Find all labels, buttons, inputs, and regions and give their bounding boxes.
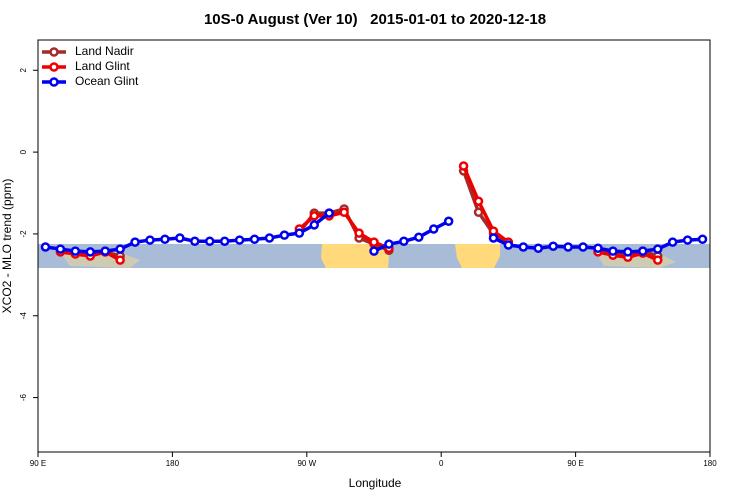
y-axis-label: XCO2 - MLO trend (ppm) <box>0 179 14 314</box>
point <box>294 228 305 238</box>
point <box>190 236 200 247</box>
point <box>697 234 708 244</box>
land-patch <box>455 244 500 268</box>
point <box>652 244 663 254</box>
x-tick-label: 90 W <box>297 459 316 468</box>
point <box>458 161 469 171</box>
legend-marker <box>49 77 59 87</box>
point <box>85 247 96 257</box>
point <box>563 242 573 252</box>
legend-marker <box>49 62 59 72</box>
point <box>682 235 693 245</box>
y-tick-label: -4 <box>19 312 28 320</box>
point <box>145 235 155 245</box>
point <box>503 240 514 250</box>
y-tick-label: 0 <box>19 149 28 154</box>
point <box>623 247 633 257</box>
point <box>204 236 215 247</box>
point <box>219 236 230 247</box>
point <box>608 246 618 256</box>
point <box>115 255 125 265</box>
point <box>638 246 648 256</box>
point <box>593 243 603 254</box>
point <box>443 216 454 226</box>
chart-title: 10S-0 August (Ver 10) 2015-01-01 to 2020… <box>204 11 546 28</box>
x-tick-label: 180 <box>703 459 717 468</box>
x-tick-label: 90 E <box>30 459 46 468</box>
plot-frame <box>37 39 711 453</box>
point <box>130 237 140 247</box>
legend-label: Ocean Glint <box>75 74 139 88</box>
point <box>473 207 484 217</box>
point <box>55 244 66 254</box>
point <box>533 243 544 254</box>
x-tick-label: 180 <box>166 459 180 468</box>
legend-label: Land Glint <box>75 59 130 73</box>
point <box>369 237 379 247</box>
point <box>518 242 529 252</box>
point <box>548 241 558 251</box>
point <box>279 230 290 240</box>
point <box>399 236 409 247</box>
legend-marker <box>49 47 59 57</box>
point <box>488 233 499 243</box>
point <box>70 246 81 256</box>
point <box>339 207 349 217</box>
point <box>115 244 125 254</box>
point <box>309 211 320 221</box>
point <box>160 234 170 244</box>
point <box>249 234 260 244</box>
point <box>473 196 484 206</box>
x-tick-label: 0 <box>439 459 444 468</box>
point <box>175 233 185 243</box>
y-tick-label: -2 <box>19 230 28 238</box>
point <box>354 228 364 238</box>
point <box>264 233 275 243</box>
x-axis-label: Longitude <box>349 476 402 490</box>
point <box>384 239 394 249</box>
x-tick-label: 90 E <box>567 459 583 468</box>
y-tick-label: -6 <box>19 393 28 401</box>
point <box>369 246 379 256</box>
point <box>309 220 320 230</box>
point <box>414 232 424 242</box>
y-tick-label: 2 <box>19 68 28 73</box>
point <box>667 237 678 247</box>
point <box>428 224 439 234</box>
point <box>234 235 245 245</box>
point <box>100 246 110 256</box>
legend-label: Land Nadir <box>75 44 134 58</box>
point <box>40 242 51 252</box>
point <box>324 208 334 218</box>
point <box>652 255 663 265</box>
point <box>578 242 588 252</box>
